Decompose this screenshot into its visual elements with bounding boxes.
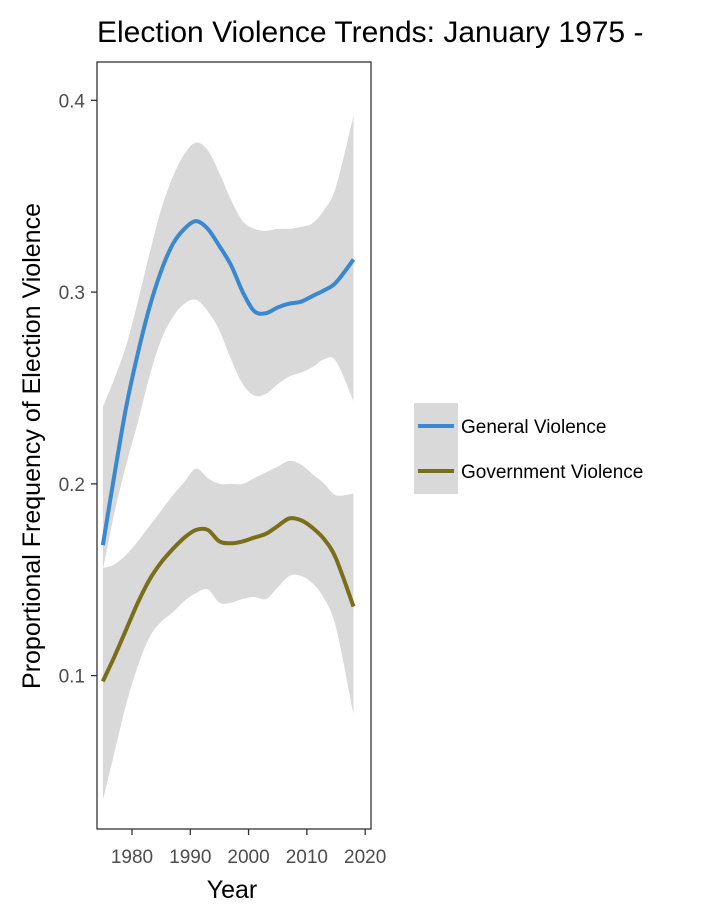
x-axis: 1980 1990 2000 2010 2020 (111, 829, 386, 868)
x-axis-title: Year (207, 876, 258, 904)
legend: General Violence Government Violence (414, 403, 643, 494)
series-lines (100, 219, 356, 683)
y-tick-label: 0.4 (59, 91, 86, 112)
x-tick-label: 1980 (111, 847, 153, 868)
y-axis: 0.1 0.2 0.3 0.4 (59, 91, 97, 688)
y-tick-label: 0.1 (59, 667, 85, 688)
plot-area (96, 61, 372, 830)
x-tick-label: 2020 (344, 847, 386, 868)
y-tick-label: 0.3 (59, 283, 85, 304)
series-line-government-violence (101, 516, 356, 683)
confidence-band-government (102, 460, 354, 801)
confidence-bands (102, 115, 354, 801)
plot-panel-border (96, 61, 372, 830)
legend-label-general-violence: General Violence (461, 417, 606, 438)
chart-title: Election Violence Trends: January 1975 - (97, 16, 643, 49)
x-tick-label: 2010 (286, 847, 328, 868)
x-tick-label: 2000 (227, 847, 269, 868)
x-tick-label: 1990 (169, 847, 211, 868)
confidence-band-general (102, 115, 354, 571)
legend-label-government-violence: Government Violence (461, 462, 643, 483)
series-line-general-violence (100, 219, 356, 546)
y-tick-label: 0.2 (59, 475, 85, 496)
y-axis-title: Proportional Frequency of Election Viole… (18, 203, 46, 689)
